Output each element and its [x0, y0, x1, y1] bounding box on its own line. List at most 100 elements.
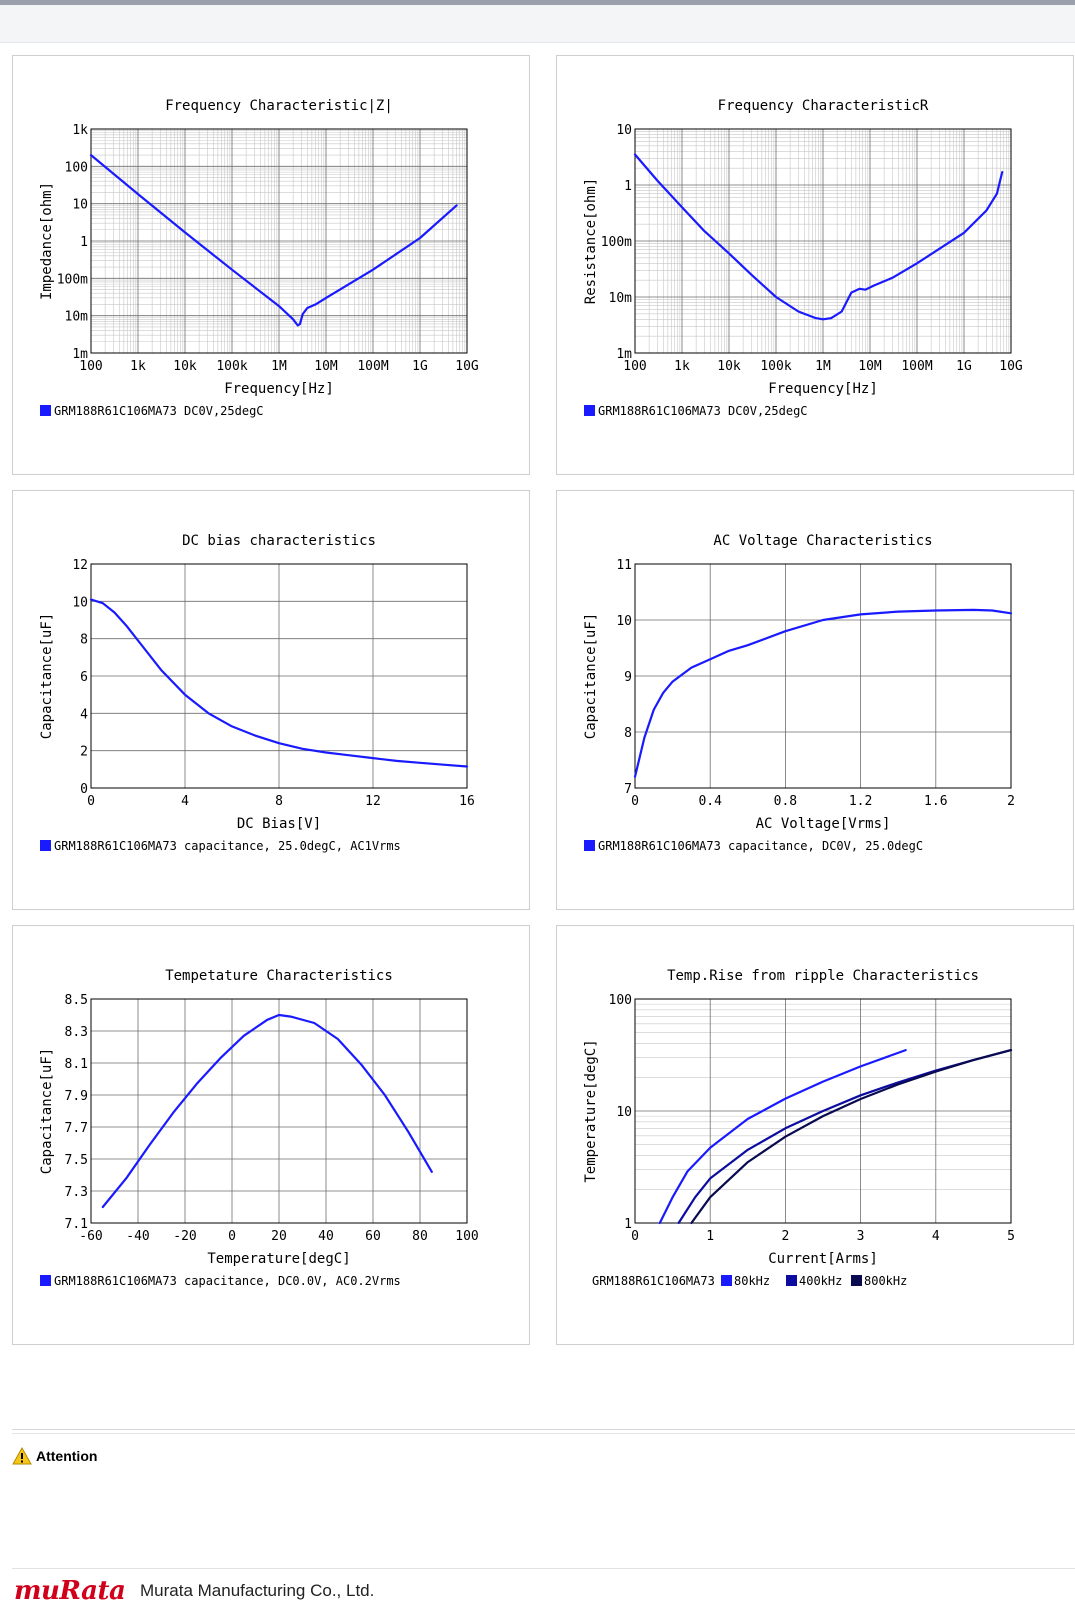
x-tick-label: 10k	[173, 359, 197, 374]
x-tick-label: 100k	[216, 359, 247, 374]
x-tick-label: 0	[631, 1229, 639, 1244]
y-tick-label: 7.9	[65, 1089, 88, 1104]
chart-title: Frequency CharacteristicR	[718, 98, 929, 114]
x-tick-label: 1M	[271, 359, 287, 374]
murata-logo[interactable]: muRata	[14, 1576, 126, 1606]
series-line	[101, 1013, 433, 1209]
legend-swatch	[40, 840, 51, 851]
x-axis-label: Temperature[degC]	[207, 1251, 350, 1267]
y-tick-label: 4	[80, 707, 88, 722]
x-axis-label: Current[Arms]	[768, 1251, 878, 1267]
x-tick-label: 1.6	[924, 794, 947, 809]
legend-label: GRM188R61C106MA73 capacitance, DC0V, 25.…	[598, 839, 923, 853]
x-tick-label: -20	[173, 1229, 196, 1244]
y-tick-label: 7.1	[65, 1217, 88, 1232]
plot-frame	[90, 563, 468, 789]
x-tick-label: 0	[87, 794, 95, 809]
y-axis-label: Capacitance[uF]	[39, 1048, 55, 1174]
x-axis-label: AC Voltage[Vrms]	[756, 816, 891, 832]
y-tick-label: 2	[80, 745, 88, 760]
chart-acvoltage: 0 0.4 0.8 1.2 1.6 2 7 8 9 10 11 AC Voltage Characte…	[583, 533, 1015, 853]
y-tick-label: 100	[609, 993, 632, 1008]
y-tick-label: 10	[72, 595, 88, 610]
x-tick-label: 100	[79, 359, 102, 374]
x-tick-label: 80	[412, 1229, 428, 1244]
series-line	[633, 608, 1013, 778]
x-tick-label: 16	[459, 794, 475, 809]
chart-title: DC bias characteristics	[182, 533, 376, 549]
y-tick-label: 12	[72, 558, 88, 573]
y-tick-label: 11	[616, 558, 632, 573]
separator	[12, 1429, 1075, 1430]
chart-panel-impedance: 100 1k 10k 100k 1M 10M 100M 1G 10G 1m 10m 100m 1 10 10…	[12, 55, 530, 475]
legend-label: 800kHz	[864, 1274, 907, 1288]
chart-dcbias: 0 4 8 12 16 0 2 4 6 8 10 12 DC bias characteristics D…	[39, 533, 475, 853]
y-axis-label: Impedance[ohm]	[39, 182, 55, 300]
chart-impedance: 100 1k 10k 100k 1M 10M 100M 1G 10G 1m 10m 100m 1 10 10…	[39, 98, 479, 418]
series-line	[89, 598, 469, 768]
legend-label: GRM188R61C106MA73 capacitance, DC0.0V, A…	[54, 1274, 401, 1288]
chart-panel-resistance: 100 1k 10k 100k 1M 10M 100M 1G 10G 1m 10m 100m 1 10 Fr…	[556, 55, 1074, 475]
x-tick-label: 0	[631, 794, 639, 809]
y-tick-label: 8.5	[65, 993, 88, 1008]
separator	[12, 1433, 1075, 1434]
x-tick-label: 10G	[999, 359, 1023, 374]
plot-frame	[634, 563, 1012, 789]
series-line	[677, 1048, 1013, 1225]
y-tick-label: 6	[80, 670, 88, 685]
y-tick-label: 8.3	[65, 1025, 88, 1040]
x-tick-label: 100	[455, 1229, 478, 1244]
x-tick-label: 1.2	[849, 794, 872, 809]
y-tick-label: 10m	[609, 291, 633, 306]
x-tick-label: 100	[623, 359, 646, 374]
x-tick-label: 1G	[412, 359, 428, 374]
x-tick-label: 1k	[130, 359, 146, 374]
chart-panel-dcbias: 0 4 8 12 16 0 2 4 6 8 10 12 DC bias characteristics D…	[12, 490, 530, 910]
x-tick-label: 100M	[901, 359, 932, 374]
y-tick-label: 1k	[72, 123, 88, 138]
plot-frame	[90, 998, 468, 1224]
top-bar	[0, 0, 1075, 5]
legend-swatch	[584, 840, 595, 851]
x-tick-label: 4	[181, 794, 189, 809]
chart-title: AC Voltage Characteristics	[713, 533, 932, 549]
x-tick-label: 0	[228, 1229, 236, 1244]
series-line	[690, 1048, 1013, 1225]
plot-frame	[634, 128, 1012, 354]
chart-resistance: 100 1k 10k 100k 1M 10M 100M 1G 10G 1m 10m 100m 1 10 Fr…	[583, 98, 1023, 418]
plot-frame	[90, 128, 468, 354]
y-tick-label: 7.7	[65, 1121, 88, 1136]
y-tick-label: 1m	[616, 347, 632, 362]
y-tick-label: 8	[624, 726, 632, 741]
y-tick-label: 1	[80, 235, 88, 250]
y-tick-label: 7.5	[65, 1153, 88, 1168]
y-tick-label: 1m	[72, 347, 88, 362]
x-tick-label: 10k	[717, 359, 741, 374]
series-line	[633, 153, 1004, 321]
y-tick-label: 7.3	[65, 1185, 88, 1200]
plot-frame	[634, 998, 1012, 1224]
y-tick-label: 9	[624, 670, 632, 685]
legend-label: GRM188R61C106MA73 capacitance, 25.0degC,…	[54, 839, 401, 853]
y-axis-label: Resistance[ohm]	[583, 178, 599, 304]
series-line	[89, 153, 458, 327]
legend-swatch	[40, 1275, 51, 1286]
chart-panel-acvoltage: 0 0.4 0.8 1.2 1.6 2 7 8 9 10 11 AC Voltage Characte…	[556, 490, 1074, 910]
attention-section[interactable]: Attention	[12, 1446, 97, 1466]
x-tick-label: 5	[1007, 1229, 1015, 1244]
chart-temperature: -60 -40 -20 0 20 40 60 80 100 7.1 7.3 7.5 7.7 7.9 8.1 8…	[39, 968, 479, 1288]
y-tick-label: 1	[624, 1217, 632, 1232]
x-tick-label: 1M	[815, 359, 831, 374]
y-tick-label: 0	[80, 782, 88, 797]
x-tick-label: 10M	[858, 359, 882, 374]
company-name: Murata Manufacturing Co., Ltd.	[140, 1581, 375, 1600]
footer-divider	[12, 1568, 1075, 1569]
y-tick-label: 10	[72, 198, 88, 213]
y-tick-label: 10	[616, 1105, 632, 1120]
x-axis-label: DC Bias[V]	[237, 816, 321, 832]
x-axis-label: Frequency[Hz]	[224, 381, 334, 397]
y-tick-label: 100m	[57, 272, 88, 287]
chart-panel-temperature: -60 -40 -20 0 20 40 60 80 100 7.1 7.3 7.5 7.7 7.9 8.1 8…	[12, 925, 530, 1345]
chart-title: Tempetature Characteristics	[165, 968, 393, 984]
